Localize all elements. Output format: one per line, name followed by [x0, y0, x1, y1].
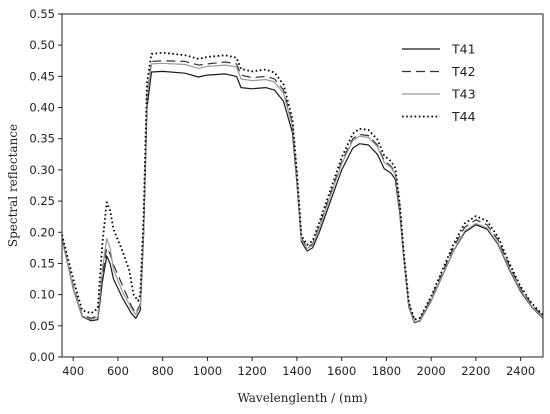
- x-tick-label: 800: [152, 364, 174, 378]
- x-tick-label: 2000: [416, 364, 445, 378]
- plot-lines: [61, 51, 544, 324]
- plot-frame: [61, 13, 544, 358]
- x-tick-label: 1000: [193, 364, 222, 378]
- y-tick-label: 0.00: [29, 350, 55, 364]
- axis-ticks: 400 600 800 1000 1200 1400 1600 1800 2000 2200 240…: [29, 7, 535, 378]
- x-axis-title: Wavelenglenth / (nm): [237, 391, 367, 405]
- x-tick-label: 600: [107, 364, 129, 378]
- y-axis-title: Spectral reflectance: [6, 124, 20, 247]
- y-tick-label: 0.50: [29, 38, 55, 52]
- x-tick-label: 1400: [282, 364, 311, 378]
- y-tick-label: 0.05: [29, 319, 55, 333]
- y-tick-label: 0.55: [29, 7, 55, 21]
- y-tick-label: 0.20: [29, 225, 55, 239]
- legend-label-t42: T42: [451, 64, 476, 79]
- legend: T41 T42 T43 T44: [402, 42, 476, 124]
- x-tick-label: 1200: [238, 364, 267, 378]
- series-line-t42: [61, 60, 544, 322]
- y-tick-label: 0.30: [29, 163, 55, 177]
- y-tick-label: 0.35: [29, 132, 55, 146]
- y-tick-label: 0.25: [29, 194, 55, 208]
- x-tick-label: 2400: [506, 364, 535, 378]
- y-tick-label: 0.40: [29, 101, 55, 115]
- legend-label-t44: T44: [451, 109, 476, 124]
- x-tick-label: 400: [62, 364, 84, 378]
- x-tick-label: 1600: [327, 364, 356, 378]
- x-tick-label: 1800: [372, 364, 401, 378]
- series-line-t43: [61, 62, 544, 323]
- y-tick-label: 0.45: [29, 69, 55, 83]
- y-tick-label: 0.15: [29, 256, 55, 270]
- series-line-t44: [61, 51, 544, 321]
- legend-label-t43: T43: [451, 87, 476, 102]
- y-tick-label: 0.10: [29, 288, 55, 302]
- x-tick-label: 2200: [461, 364, 490, 378]
- legend-label-t41: T41: [451, 42, 476, 57]
